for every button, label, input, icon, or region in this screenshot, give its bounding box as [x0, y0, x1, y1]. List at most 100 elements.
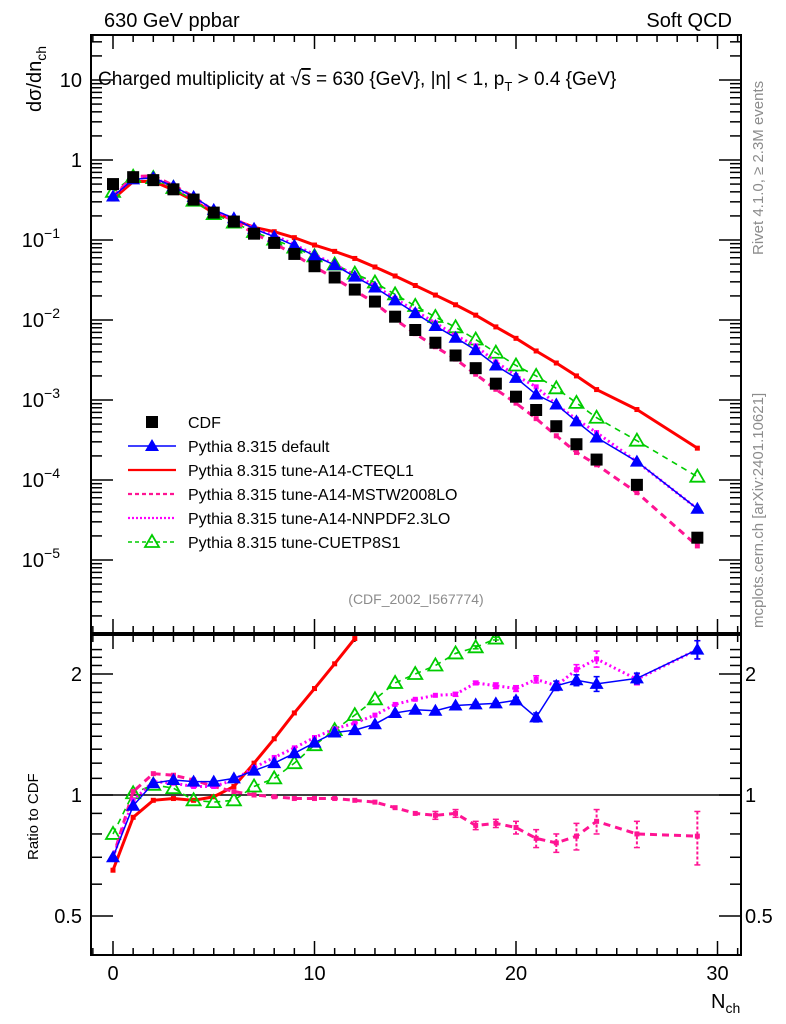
rivet-version-label: Rivet 4.1.0, ≥ 2.3M events [750, 81, 767, 255]
data-point [288, 247, 301, 260]
ratio-point [388, 705, 403, 718]
ratio-point [225, 791, 243, 807]
mcplots-label: mcplots.cern.ch [arXiv:2401.10621] [750, 393, 767, 628]
data-point [529, 387, 544, 400]
data-point [533, 384, 539, 390]
ratio-series [104, 635, 705, 873]
data-point [513, 400, 519, 406]
ratio-point [291, 796, 297, 802]
series-cdf [107, 171, 704, 544]
data-point [348, 283, 361, 296]
legend-marker [145, 439, 159, 451]
ratio-point [453, 810, 459, 816]
data-point [688, 467, 706, 483]
ratio-point [428, 703, 443, 716]
legend-label: Pythia 8.315 tune-CUETP8S1 [188, 535, 401, 552]
data-point [493, 324, 499, 330]
data-point [392, 273, 398, 279]
ratio-point [106, 850, 120, 863]
data-point [509, 370, 523, 383]
ratio-point [412, 696, 418, 702]
ratio-point [285, 754, 303, 770]
ratio-point [170, 796, 176, 802]
data-point [628, 431, 646, 447]
x-tick-labels: 0 10 20 30 [107, 963, 728, 985]
ratio-point [287, 746, 302, 759]
ratio-point [473, 680, 479, 686]
ratio-point [352, 797, 358, 803]
ratio-point [487, 635, 505, 645]
y-tick-label: 1 [71, 150, 82, 172]
ratio-point [206, 774, 221, 787]
ratio-point [573, 833, 579, 839]
ratio-point [468, 697, 483, 710]
data-point [307, 248, 322, 261]
ratio-point [573, 667, 579, 673]
legend-label: Pythia 8.315 default [188, 439, 330, 456]
ratio-line [112, 637, 497, 835]
ratio-point [392, 701, 398, 707]
data-point [428, 318, 443, 331]
y-tick-label: 10 [60, 70, 82, 92]
data-point [408, 306, 423, 319]
legend-item: CDF [146, 415, 221, 432]
ratio-point [448, 698, 463, 711]
ratio-point [130, 789, 136, 795]
ratio-point [265, 769, 283, 785]
data-point [594, 387, 600, 393]
data-point [167, 183, 180, 196]
x-tick-label: 20 [505, 963, 527, 985]
ratio-point [366, 690, 384, 706]
data-point [432, 292, 438, 298]
data-point [567, 394, 586, 409]
ratio-point [529, 710, 544, 723]
data-point [533, 416, 539, 422]
data-point [308, 260, 321, 273]
analysis-tag: (CDF_2002_I567774) [348, 591, 483, 607]
data-point [268, 236, 281, 249]
data-point [547, 379, 565, 395]
data-point [510, 390, 522, 403]
data-point [553, 360, 559, 366]
data-point [634, 407, 640, 413]
ratio-point [251, 760, 257, 766]
y-tick-label: 10−3 [22, 385, 60, 412]
series-pythia-8-315-tune-a14-cteql1 [110, 178, 700, 451]
data-point [127, 171, 140, 184]
ratio-point [164, 779, 183, 795]
data-point [569, 414, 584, 427]
y-tick-label: 10−5 [22, 545, 60, 572]
data-point [589, 430, 604, 443]
data-point [207, 206, 220, 219]
ratio-point [146, 776, 161, 789]
series-line [112, 179, 699, 450]
main-y-tick-labels: 10 1 10−1 10−2 10−3 10−4 10−5 [22, 70, 82, 572]
ratio-point [372, 799, 378, 805]
ratio-point [110, 867, 116, 873]
ratio-point [312, 686, 317, 692]
ratio-point [694, 833, 700, 839]
ratio-point [412, 810, 418, 816]
ratio-point [291, 710, 297, 716]
ratio-point [267, 756, 282, 769]
ratio-point [408, 702, 423, 715]
data-point [372, 264, 378, 270]
data-point [287, 238, 302, 251]
ratio-point [432, 692, 438, 698]
data-point [630, 478, 643, 491]
ratio-point [312, 796, 317, 802]
ratio-point [126, 798, 141, 811]
ratio-point [426, 656, 444, 672]
data-point [107, 178, 119, 191]
data-point [367, 280, 382, 293]
ratio-point [372, 712, 378, 718]
data-point [533, 348, 539, 354]
ratio-point [226, 771, 241, 784]
ratio-point [352, 720, 358, 726]
data-point [550, 420, 563, 433]
ratio-point [130, 814, 136, 820]
ratio-point [473, 822, 479, 828]
data-point [573, 449, 579, 455]
ratio-point [533, 676, 539, 682]
ratio-point [589, 676, 604, 689]
